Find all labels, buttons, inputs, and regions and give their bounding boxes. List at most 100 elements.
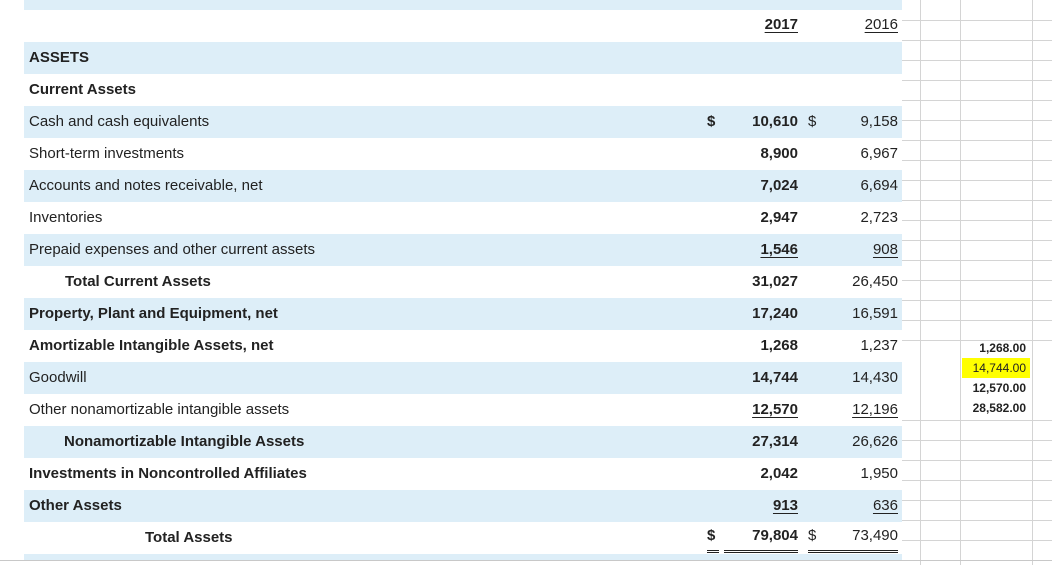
gridline: [902, 80, 1052, 81]
currency-symbol: $: [707, 522, 719, 553]
row-label: Nonamortizable Intangible Assets: [64, 433, 305, 450]
table-row[interactable]: Nonamortizable Intangible Assets 27,314 …: [24, 426, 902, 458]
gridline: [902, 320, 1052, 321]
gridline: [902, 300, 1052, 301]
table-row[interactable]: Inventories 2,947 2,723: [24, 202, 902, 234]
value-2016: 2,723: [860, 209, 898, 226]
value-2016: 26,450: [852, 273, 898, 290]
value-2017: 31,027: [752, 273, 798, 290]
gridline: [902, 280, 1052, 281]
value-2017: 2,042: [760, 465, 798, 482]
side-cell-highlighted[interactable]: 14,744.00: [962, 358, 1030, 378]
row-label: Property, Plant and Equipment, net: [29, 305, 278, 322]
row-label: ASSETS: [29, 49, 90, 66]
row-label: Goodwill: [29, 369, 87, 386]
value-2016: 6,694: [860, 177, 898, 194]
gridline: [902, 200, 1052, 201]
gridline: [902, 40, 1052, 41]
value-2017: 17,240: [752, 305, 798, 322]
value-2017: 7,024: [760, 177, 798, 194]
row-label: Investments in Noncontrolled Affiliates: [29, 465, 307, 482]
value-2016: 16,591: [852, 305, 898, 322]
table-row[interactable]: Other Assets 913 636: [24, 490, 902, 522]
value-2017: 79,804: [724, 522, 798, 553]
row-label: Cash and cash equivalents: [29, 113, 210, 130]
currency-symbol: $: [808, 522, 820, 553]
table-row[interactable]: Amortizable Intangible Assets, net 1,268…: [24, 330, 902, 362]
value-2017: 12,570: [752, 401, 798, 418]
gridline: [902, 240, 1052, 241]
value-2016: 26,626: [852, 433, 898, 450]
side-cell[interactable]: 1,268.00: [979, 341, 1026, 355]
row-label: Short-term investments: [29, 145, 185, 162]
table-row[interactable]: Accounts and notes receivable, net 7,024…: [24, 170, 902, 202]
table-row[interactable]: Property, Plant and Equipment, net 17,24…: [24, 298, 902, 330]
table-row[interactable]: Cash and cash equivalents $ 10,610 $ 9,1…: [24, 106, 902, 138]
gridline: [902, 480, 1052, 481]
table-row[interactable]: Investments in Noncontrolled Affiliates …: [24, 458, 902, 490]
table-row[interactable]: Prepaid expenses and other current asset…: [24, 234, 902, 266]
column-header-2017[interactable]: 2017: [764, 16, 798, 33]
row-label: Current Assets: [29, 81, 136, 98]
value-2017: 10,610: [752, 113, 798, 130]
row-label: Prepaid expenses and other current asset…: [29, 241, 316, 258]
gridline: [902, 140, 1052, 141]
value-2017: 1,546: [760, 241, 798, 258]
value-2016: 908: [872, 241, 898, 258]
currency-symbol: $: [808, 113, 817, 130]
gridline: [902, 160, 1052, 161]
currency-symbol: $: [707, 113, 716, 130]
value-2016: 12,196: [852, 401, 898, 418]
gridline: [902, 220, 1052, 221]
value-2016: 14,430: [852, 369, 898, 386]
value-2017: 913: [772, 497, 798, 514]
gridline: [902, 60, 1052, 61]
gridline: [902, 120, 1052, 121]
value-2016: 9,158: [860, 113, 898, 130]
gridline: [902, 20, 1052, 21]
table-row[interactable]: Goodwill 14,744 14,430: [24, 362, 902, 394]
gridline: [902, 180, 1052, 181]
column-header-2016[interactable]: 2016: [864, 16, 898, 33]
gridline: [902, 460, 1052, 461]
balance-sheet-table: 2017 2016 ASSETS Current Assets Cash and…: [24, 0, 902, 560]
table-top-band: [24, 0, 902, 10]
gridline: [960, 0, 961, 565]
gridline: [902, 440, 1052, 441]
table-row[interactable]: ASSETS: [24, 42, 902, 74]
side-cell[interactable]: 28,582.00: [972, 401, 1026, 415]
value-2016: 1,950: [860, 465, 898, 482]
row-label: Total Current Assets: [65, 273, 211, 290]
row-label: Other nonamortizable intangible assets: [29, 401, 290, 418]
value-2017: 2,947: [760, 209, 798, 226]
gridline: [902, 540, 1052, 541]
gridline: [902, 500, 1052, 501]
gridline: [902, 420, 1052, 421]
gridline: [902, 340, 1052, 341]
table-row[interactable]: Other nonamortizable intangible assets 1…: [24, 394, 902, 426]
gridline: [902, 520, 1052, 521]
value-2017: 27,314: [752, 433, 798, 450]
table-row[interactable]: Short-term investments 8,900 6,967: [24, 138, 902, 170]
value-2017: 1,268: [760, 337, 798, 354]
value-2016: 6,967: [860, 145, 898, 162]
row-label: Accounts and notes receivable, net: [29, 177, 263, 194]
gridline: [902, 260, 1052, 261]
value-2016: 636: [872, 497, 898, 514]
value-2016: 1,237: [860, 337, 898, 354]
row-label: Total Assets: [145, 529, 233, 546]
table-row[interactable]: Total Current Assets 31,027 26,450: [24, 266, 902, 298]
gridline: [0, 560, 1052, 561]
row-label: Other Assets: [29, 497, 122, 514]
row-label: Amortizable Intangible Assets, net: [29, 337, 274, 354]
table-row[interactable]: Total Assets $ 79,804 $ 73,490: [24, 522, 902, 554]
row-label: Inventories: [29, 209, 103, 226]
table-bottom-band: [24, 554, 902, 560]
value-2017: 14,744: [752, 369, 798, 386]
value-2016: 73,490: [820, 522, 898, 553]
gridline: [902, 100, 1052, 101]
gridline: [920, 0, 921, 565]
side-cell[interactable]: 12,570.00: [972, 381, 1026, 395]
table-row[interactable]: Current Assets: [24, 74, 902, 106]
